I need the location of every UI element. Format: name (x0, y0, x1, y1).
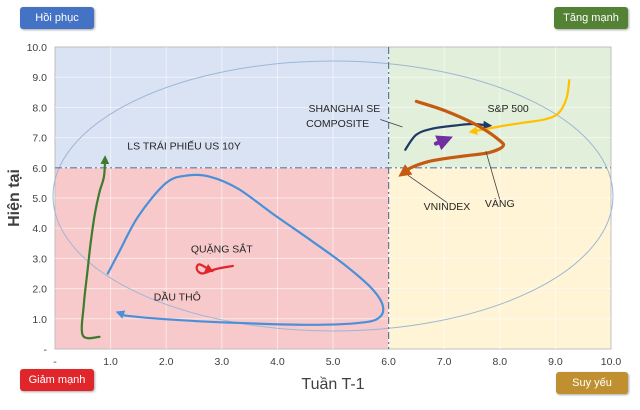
x-tick-label: 3.0 (214, 356, 229, 368)
series-line-v-ng (398, 99, 506, 177)
y-tick-label: 1.0 (32, 314, 47, 326)
x-tick-label: 7.0 (437, 356, 452, 368)
quadrant-badge-recovering: Hồi phục (20, 7, 94, 29)
y-tick-label: 7.0 (32, 133, 47, 145)
reference-ellipse (52, 60, 614, 332)
series-line-d-u-th (106, 173, 385, 326)
series-label: VÀNG (485, 197, 515, 210)
y-tick-label: 3.0 (32, 253, 47, 265)
x-tick-label: - (53, 356, 57, 368)
quadrant-badge-leading: Tăng mạnh (554, 7, 628, 29)
series-line-ls-tr-i-phi-u-us-10y (80, 155, 110, 340)
series-label: SHANGHAI SE (308, 103, 380, 115)
label-leader-line (485, 151, 501, 200)
x-tick-label: 9.0 (548, 356, 563, 368)
quadrant-badge-weakening: Suy yếu (556, 372, 628, 394)
x-tick-label: 2.0 (159, 356, 174, 368)
series-label: S&P 500 (488, 103, 529, 115)
series-label: COMPOSITE (306, 118, 369, 130)
label-leader-line (380, 119, 403, 128)
series-line-s-p-500 (468, 79, 571, 136)
quadrant-badge-lagging: Giảm mạnh (20, 369, 94, 391)
label-leader-line (407, 175, 448, 203)
series-line-qu-ng-s-t (195, 263, 234, 275)
series-line-vnindex (433, 135, 453, 151)
y-tick-label: 4.0 (32, 223, 47, 235)
y-axis-label: Hiện tại (6, 169, 23, 227)
y-tick-label: 10.0 (27, 42, 48, 54)
x-axis-label: Tuần T-1 (301, 376, 364, 393)
series-label: LS TRÁI PHIẾU US 10Y (127, 140, 241, 153)
x-tick-label: 6.0 (381, 356, 396, 368)
y-tick-label: 6.0 (32, 163, 47, 175)
y-tick-label: 8.0 (32, 102, 47, 114)
series-label: QUẶNG SẮT (191, 242, 253, 255)
y-tick-label: 9.0 (32, 72, 47, 84)
series-label: DẦU THÔ (154, 291, 201, 304)
y-tick-label: 5.0 (32, 193, 47, 205)
x-tick-label: 5.0 (326, 356, 341, 368)
x-tick-label: 4.0 (270, 356, 285, 368)
series-label: VNINDEX (424, 201, 471, 213)
x-tick-label: 8.0 (492, 356, 507, 368)
x-tick-label: 1.0 (103, 356, 118, 368)
y-tick-label: - (44, 344, 48, 356)
x-tick-label: 10.0 (601, 356, 622, 368)
y-tick-label: 2.0 (32, 284, 47, 296)
